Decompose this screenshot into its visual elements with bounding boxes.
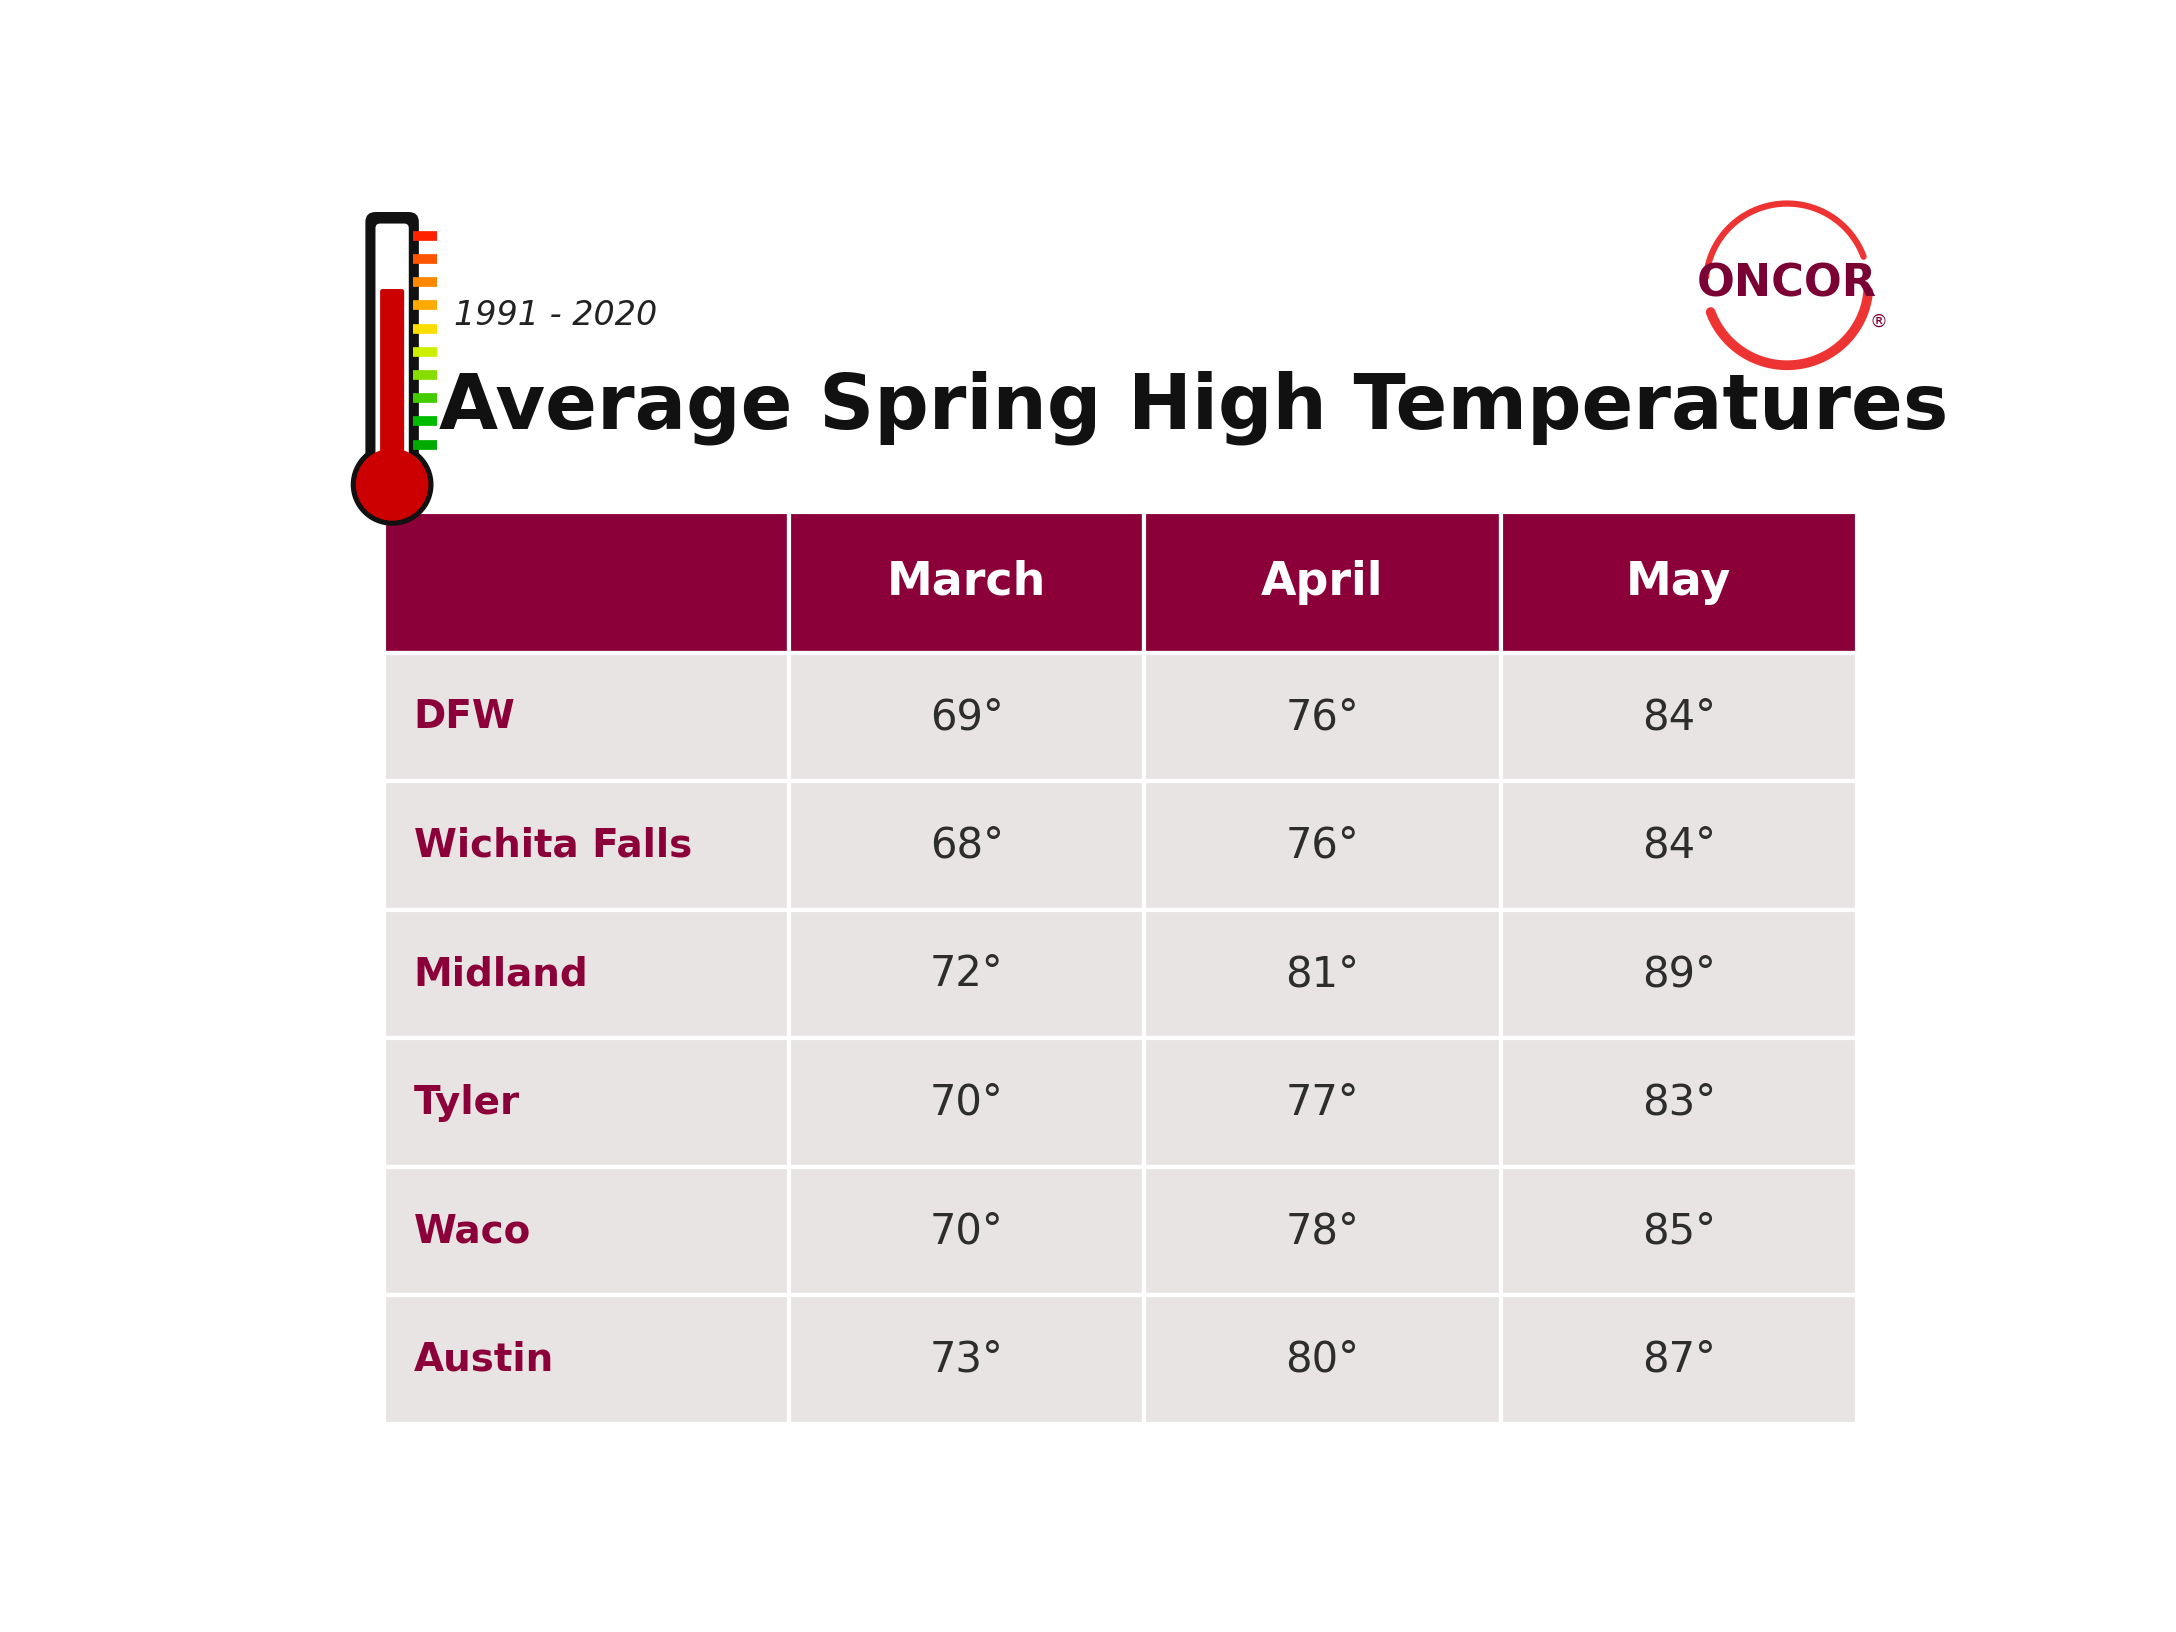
Bar: [790, 1167, 1145, 1296]
Bar: [1501, 653, 1856, 782]
Bar: [385, 1296, 790, 1425]
Text: Tyler: Tyler: [413, 1084, 520, 1121]
Bar: [790, 782, 1145, 911]
Bar: [790, 911, 1145, 1038]
FancyBboxPatch shape: [376, 224, 409, 462]
Bar: [385, 511, 790, 653]
Text: 84°: 84°: [1641, 824, 1715, 867]
Text: 85°: 85°: [1641, 1211, 1715, 1252]
Text: 80°: 80°: [1286, 1338, 1360, 1381]
Text: Average Spring High Temperatures: Average Spring High Temperatures: [440, 370, 1948, 446]
Bar: [790, 1038, 1145, 1167]
Bar: [1501, 1296, 1856, 1425]
Circle shape: [353, 444, 433, 526]
Text: Austin: Austin: [413, 1342, 555, 1379]
Bar: [385, 1038, 790, 1167]
Text: 83°: 83°: [1641, 1082, 1715, 1124]
Text: DFW: DFW: [413, 698, 516, 736]
Text: 1991 - 2020: 1991 - 2020: [455, 299, 657, 331]
Bar: [1145, 782, 1501, 911]
Text: 76°: 76°: [1286, 824, 1360, 867]
Bar: [1145, 1167, 1501, 1296]
Bar: [385, 782, 790, 911]
Bar: [1501, 1167, 1856, 1296]
Bar: [790, 653, 1145, 782]
Bar: [1145, 511, 1501, 653]
Text: 81°: 81°: [1286, 953, 1360, 996]
Bar: [1145, 1296, 1501, 1425]
Text: 70°: 70°: [929, 1211, 1003, 1252]
Bar: [1501, 782, 1856, 911]
Text: 72°: 72°: [929, 953, 1003, 996]
Bar: [1145, 1038, 1501, 1167]
Text: 73°: 73°: [929, 1338, 1003, 1381]
Text: May: May: [1625, 560, 1732, 605]
Bar: [385, 911, 790, 1038]
Text: 70°: 70°: [929, 1082, 1003, 1124]
Bar: [385, 1167, 790, 1296]
Circle shape: [357, 449, 429, 521]
Text: March: March: [888, 560, 1047, 605]
Text: 84°: 84°: [1641, 697, 1715, 738]
Text: 89°: 89°: [1641, 953, 1715, 996]
Text: Wichita Falls: Wichita Falls: [413, 827, 692, 865]
Text: ONCOR: ONCOR: [1697, 263, 1878, 305]
Text: 87°: 87°: [1641, 1338, 1715, 1381]
Text: 77°: 77°: [1286, 1082, 1360, 1124]
Text: 69°: 69°: [929, 697, 1003, 738]
FancyBboxPatch shape: [381, 289, 405, 460]
Text: ®: ®: [1869, 312, 1887, 330]
Text: April: April: [1262, 560, 1384, 605]
Text: Waco: Waco: [413, 1213, 531, 1250]
Bar: [1145, 653, 1501, 782]
Bar: [385, 653, 790, 782]
Bar: [790, 511, 1145, 653]
Bar: [1501, 511, 1856, 653]
Text: 78°: 78°: [1286, 1211, 1360, 1252]
Bar: [1501, 1038, 1856, 1167]
Text: 68°: 68°: [929, 824, 1003, 867]
Text: Midland: Midland: [413, 955, 588, 994]
Bar: [1145, 911, 1501, 1038]
Text: 76°: 76°: [1286, 697, 1360, 738]
Bar: [1501, 911, 1856, 1038]
Bar: [790, 1296, 1145, 1425]
FancyBboxPatch shape: [366, 212, 418, 477]
